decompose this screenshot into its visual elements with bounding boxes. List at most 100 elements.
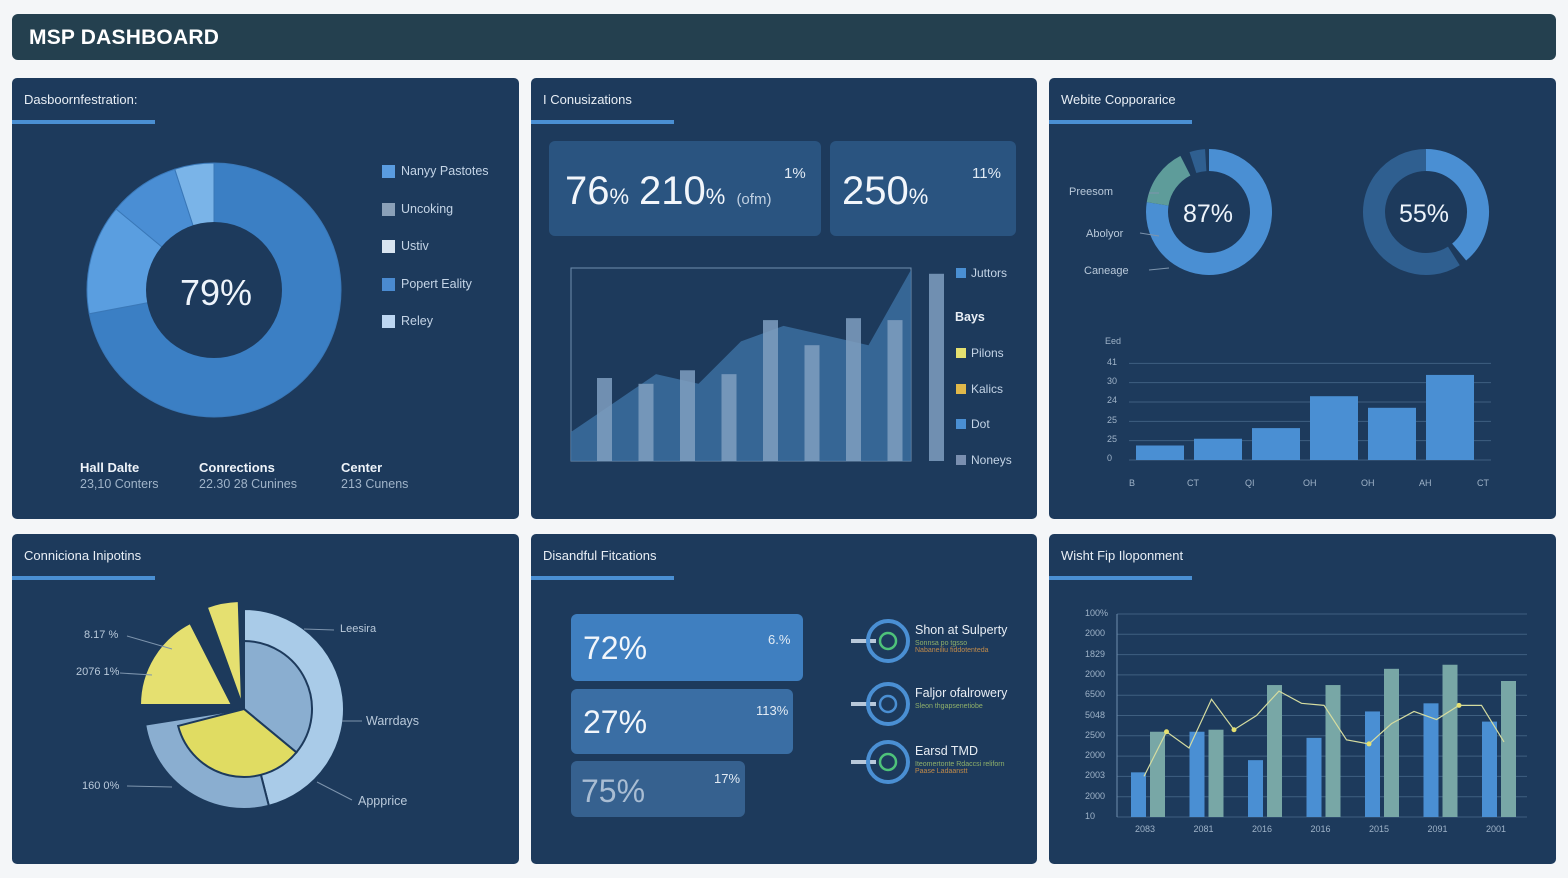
- panel-title: I Conusizations: [543, 92, 632, 107]
- bar: [638, 383, 654, 461]
- panel-title: Disandful Fitcations: [543, 548, 657, 563]
- pie-label: 2076 1%: [76, 666, 120, 678]
- pie-slice-exploded: [138, 621, 234, 706]
- funnel-band-2: 27% 113%: [571, 689, 793, 754]
- bar: [1252, 428, 1300, 460]
- legend-swatch: [382, 202, 395, 216]
- bar: [1150, 731, 1165, 817]
- trend-point: [1231, 727, 1237, 733]
- pie-label: Appprice: [358, 794, 408, 808]
- kpi-card-secondary: 250% 11%: [830, 141, 1016, 236]
- y-tick-label: 25: [1107, 433, 1118, 444]
- panel-grouped-bars: Wisht Fip Iloponment 100% 2000 1829 2000 650…: [1049, 534, 1556, 864]
- legend-label: Noneys: [971, 452, 1012, 467]
- legend-label: Reley: [401, 314, 433, 328]
- bar: [1310, 396, 1358, 460]
- area-series: [571, 269, 911, 461]
- gauge-label: Abolyor: [1086, 228, 1124, 240]
- pie-label: 160 0%: [82, 780, 120, 792]
- stat-value: 22.30 28 Cunines: [199, 477, 297, 491]
- gauge-arc: [1363, 149, 1460, 275]
- service-icon-core: [878, 752, 898, 772]
- y-tick-label: 5048: [1085, 709, 1106, 720]
- bar: [1306, 737, 1322, 817]
- pie-slice-exploded: [205, 600, 243, 706]
- gauge-arc: [1146, 149, 1272, 275]
- bar: [929, 273, 944, 461]
- exploded-pie-chart: [119, 600, 362, 810]
- legend-swatch: [956, 454, 966, 465]
- service-subtitle: Nabaneiliu fiddotenteda: [915, 647, 989, 654]
- bar: [1368, 407, 1416, 460]
- service-icon-core: [878, 694, 898, 714]
- pie-leader: [316, 781, 353, 801]
- pie-leader: [126, 785, 173, 788]
- legend-swatch: [956, 348, 966, 358]
- gauge-value-1: 87%: [1183, 200, 1234, 228]
- x-tick-label: 2091: [1427, 824, 1448, 834]
- service-subtitle: Paase Ladaanstt: [915, 768, 968, 775]
- funnel-band-3: 75% 17%: [571, 761, 745, 817]
- x-tick-label: 2016: [1252, 824, 1273, 834]
- bar: [887, 320, 903, 461]
- x-tick-label: CT: [1477, 478, 1489, 488]
- kpi-corner-value: 1%: [784, 165, 806, 182]
- legend-swatch: [956, 383, 966, 394]
- y-tick-label: 24: [1107, 395, 1118, 406]
- panel-title: Conniciona Inipotins: [24, 548, 142, 563]
- kpi-value-b: 210% (ofm): [639, 169, 772, 213]
- panel-donuts-bars: Webite Copporarice 87% 55% Preesom Aboly…: [1049, 78, 1556, 519]
- y-tick-label: 100%: [1085, 608, 1109, 618]
- bar: [597, 378, 612, 461]
- pie-slice-inner: [176, 707, 298, 778]
- gauge-leader: [1148, 267, 1170, 271]
- panel-title-underline: [531, 576, 674, 580]
- legend-swatch: [382, 277, 395, 291]
- pie-label: 8.17 %: [84, 629, 119, 641]
- stat-label: Conrections: [199, 460, 275, 475]
- panel-title: Wisht Fip Iloponment: [1061, 548, 1184, 563]
- service-icons: [851, 619, 910, 784]
- legend-label: Nanyy Pastotes: [401, 164, 489, 178]
- y-tick-label: 0: [1107, 453, 1113, 463]
- bar: [1426, 374, 1474, 460]
- pie-label: Leesira: [340, 623, 377, 635]
- funnel-band-1: 72% 6.%: [571, 614, 803, 681]
- legend-label: Juttors: [971, 266, 1008, 280]
- y-tick-label: 1829: [1085, 648, 1106, 659]
- bar: [721, 374, 737, 461]
- stat-label: Hall Dalte: [80, 460, 140, 475]
- bar: [1131, 772, 1146, 817]
- y-tick-label: 2000: [1085, 628, 1106, 639]
- service-icon-ring: [866, 619, 910, 663]
- dashboard-title: MSP DASHBOARD: [29, 26, 220, 49]
- grouped-bar-line-chart: [1116, 613, 1527, 818]
- y-tick-label: 2003: [1085, 770, 1106, 781]
- bar: [1248, 760, 1263, 817]
- x-tick-label: OH: [1303, 478, 1317, 488]
- gauge-arc: [1189, 149, 1207, 174]
- y-tick-label: 2000: [1085, 790, 1106, 801]
- y-tick-label: 2000: [1085, 750, 1106, 761]
- bar: [1189, 731, 1205, 817]
- kpi-value-c: 250%: [842, 169, 929, 213]
- service-subtitle: Sleon thgapsenetiobe: [915, 703, 983, 710]
- legend-heading: Bays: [955, 310, 985, 324]
- bar: [1325, 685, 1341, 817]
- legend-swatch: [956, 419, 966, 429]
- bar: [1365, 711, 1380, 817]
- y-tick-label: 6500: [1085, 689, 1106, 700]
- legend-label: Dot: [971, 417, 990, 431]
- legend-label: Pilons: [971, 346, 1004, 360]
- panel-title: Webite Copporarice: [1061, 92, 1176, 107]
- donut-hole: [146, 222, 282, 358]
- panel-pie-breakdown: Conniciona Inipotins 8.17 % 2076 1% 160 …: [12, 534, 519, 864]
- bar: [804, 345, 820, 461]
- bar: [1501, 680, 1516, 817]
- legend-swatch: [382, 240, 395, 253]
- service-title: Faljor ofalrowery: [915, 686, 1008, 700]
- y-tick-label: 10: [1085, 811, 1096, 821]
- gauge-label: Preesom: [1069, 186, 1114, 198]
- x-tick-label: 2016: [1310, 824, 1331, 834]
- service-icon-core: [878, 631, 898, 651]
